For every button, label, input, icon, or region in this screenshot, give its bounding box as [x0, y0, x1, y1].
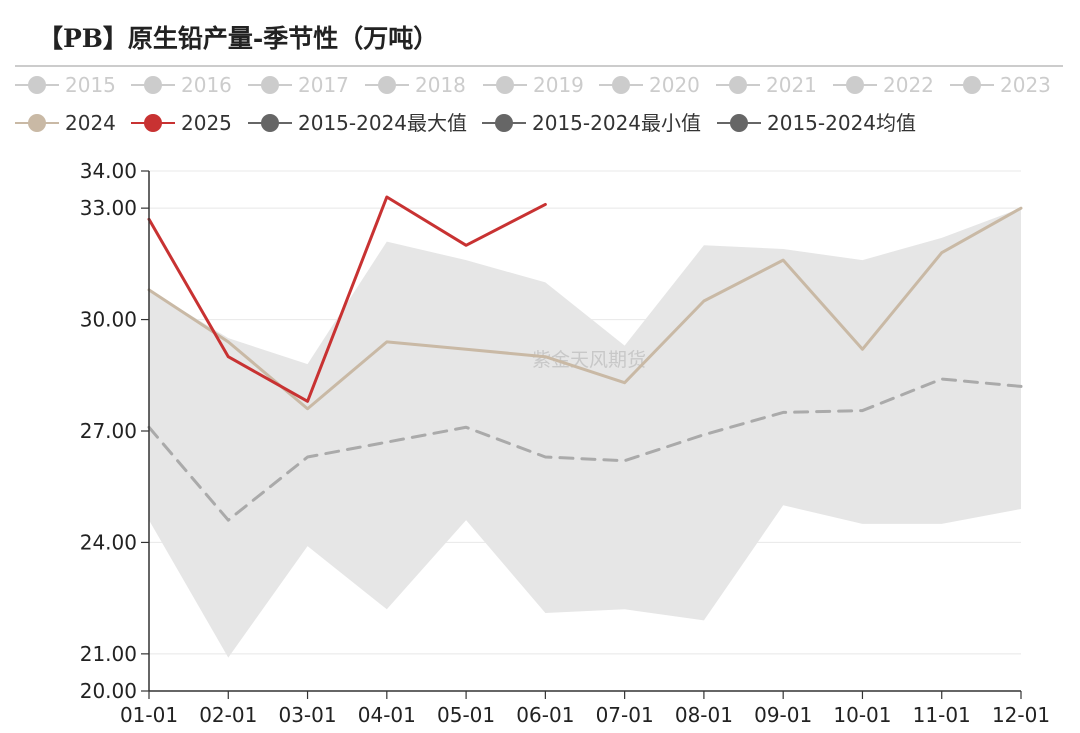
x-tick-label: 12-01	[992, 703, 1050, 727]
legend-label: 2025	[181, 111, 232, 135]
legend-item: 2015-2024均值	[717, 111, 916, 135]
y-tick-label: 20.00	[80, 679, 137, 703]
y-tick-label: 27.00	[80, 419, 137, 443]
x-tick-label: 08-01	[675, 703, 733, 727]
x-tick-label: 02-01	[199, 703, 257, 727]
legend-swatch-dot	[261, 114, 279, 132]
legend-label: 2015-2024最大值	[298, 111, 467, 135]
legend-swatch-dot	[378, 76, 396, 94]
legend-item: 2016	[131, 73, 232, 97]
series-line-average	[147, 377, 1023, 522]
legend-swatch-dot	[730, 114, 748, 132]
series-line-2024	[147, 206, 1023, 411]
legend-item: 2015	[15, 73, 116, 97]
x-tick-label: 05-01	[437, 703, 495, 727]
legend-item: 2023	[950, 73, 1051, 97]
x-tick-label: 06-01	[516, 703, 574, 727]
y-tick-label: 24.00	[80, 530, 137, 554]
legend-label: 2015	[65, 73, 116, 97]
legend-swatch-dot	[261, 76, 279, 94]
x-tick-label: 09-01	[754, 703, 812, 727]
x-tick-label: 11-01	[913, 703, 971, 727]
legend-item: 2020	[599, 73, 700, 97]
legend-swatch-dot	[28, 114, 46, 132]
plot-area: 20.00 21.00 24.00 27.00 30.00 33.00 34.00 紫金天风期…	[80, 159, 1050, 727]
chart-legend: 2015 2016 2017 2018 2019 2020 2021 2022 2023 2024…	[15, 73, 1051, 135]
legend-item: 2024	[15, 111, 116, 135]
x-tick-label: 10-01	[833, 703, 891, 727]
x-tick-label: 07-01	[596, 703, 654, 727]
series-line-2025	[147, 195, 547, 403]
legend-label: 2021	[766, 73, 817, 97]
legend-item: 2015-2024最大值	[248, 111, 467, 135]
x-tick-label: 03-01	[278, 703, 336, 727]
legend-swatch-dot	[28, 76, 46, 94]
chart-title: 【PB】原生铅产量-季节性（万吨）	[38, 24, 438, 53]
legend-item: 2018	[365, 73, 466, 97]
legend-label: 2020	[649, 73, 700, 97]
legend-item: 2017	[248, 73, 349, 97]
legend-swatch-dot	[846, 76, 864, 94]
y-tick-label: 34.00	[80, 159, 137, 183]
legend-label: 2017	[298, 73, 349, 97]
legend-label: 2015-2024均值	[767, 111, 916, 135]
legend-swatch-dot	[496, 76, 514, 94]
legend-item: 2022	[833, 73, 934, 97]
legend-label: 2024	[65, 111, 116, 135]
watermark-text: 紫金天风期货	[532, 349, 646, 371]
legend-swatch-dot	[495, 114, 513, 132]
legend-swatch-dot	[729, 76, 747, 94]
y-tick-label: 33.00	[80, 196, 137, 220]
legend-item: 2025	[131, 111, 232, 135]
legend-label: 2015-2024最小值	[532, 111, 701, 135]
y-tick-label: 21.00	[80, 642, 137, 666]
legend-swatch-dot	[144, 76, 162, 94]
legend-item: 2021	[716, 73, 817, 97]
legend-item: 2015-2024最小值	[482, 111, 701, 135]
series-range-band	[149, 208, 1021, 658]
x-tick-label: 01-01	[120, 703, 178, 727]
legend-swatch-dot	[612, 76, 630, 94]
legend-label: 2023	[1000, 73, 1051, 97]
legend-item: 2019	[483, 73, 584, 97]
legend-label: 2019	[533, 73, 584, 97]
legend-swatch-dot	[144, 114, 162, 132]
legend-label: 2022	[883, 73, 934, 97]
x-tick-label: 04-01	[358, 703, 416, 727]
legend-label: 2018	[415, 73, 466, 97]
legend-swatch-dot	[963, 76, 981, 94]
y-tick-label: 30.00	[80, 308, 137, 332]
legend-label: 2016	[181, 73, 232, 97]
